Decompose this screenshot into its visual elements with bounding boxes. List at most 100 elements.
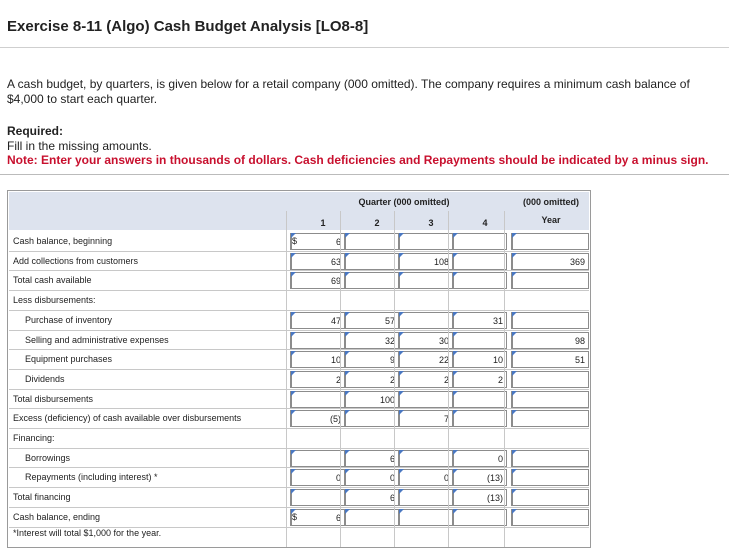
- row-divider: [9, 388, 589, 390]
- amount-cell: 0: [452, 449, 507, 467]
- amount-cell[interactable]: [344, 410, 399, 428]
- quarter-3-header: 3: [428, 218, 434, 228]
- amount-cell: 7: [398, 410, 453, 428]
- amount-cell[interactable]: [398, 449, 453, 467]
- amount-cell: 0: [290, 469, 345, 487]
- row-divider: [9, 447, 589, 449]
- amount-cell[interactable]: [344, 508, 399, 526]
- row-label: Selling and administrative expenses: [25, 334, 169, 345]
- amount-cell[interactable]: [344, 233, 399, 250]
- amount-cell[interactable]: [511, 311, 589, 329]
- row-divider: [9, 506, 589, 508]
- row-label: Cash balance, beginning: [13, 236, 113, 246]
- amount-cell: (5): [290, 410, 345, 428]
- amount-cell[interactable]: [511, 272, 589, 290]
- amount-cell[interactable]: [452, 252, 507, 270]
- amount-cell: 30: [398, 331, 453, 349]
- amount-cell: 9: [344, 351, 399, 369]
- amount-cell[interactable]: [398, 233, 453, 250]
- amount-cell[interactable]: [290, 331, 345, 349]
- amount-cell: 69: [290, 272, 345, 290]
- amount-cell[interactable]: [398, 390, 453, 408]
- amount-cell[interactable]: [511, 370, 589, 388]
- amount-cell[interactable]: [452, 272, 507, 290]
- row-divider: [9, 487, 589, 489]
- amount-cell: 63: [290, 252, 345, 270]
- row-label: Equipment purchases: [25, 354, 113, 365]
- amount-cell: 10: [290, 351, 345, 369]
- amount-cell: 2: [452, 370, 507, 388]
- column-divider: [504, 211, 505, 547]
- row-divider: [9, 428, 589, 429]
- row-label: Total cash available: [13, 275, 92, 286]
- amount-cell[interactable]: [398, 311, 453, 329]
- amount-cell[interactable]: [452, 233, 507, 250]
- amount-cell[interactable]: [290, 449, 345, 467]
- amount-cell[interactable]: [452, 508, 507, 526]
- year-header: Year: [541, 215, 561, 225]
- amount-cell[interactable]: [511, 390, 589, 408]
- amount-cell: 31: [452, 311, 507, 329]
- row-label: Total financing: [13, 492, 71, 503]
- amount-cell: 47: [290, 311, 345, 329]
- amount-cell[interactable]: [452, 410, 507, 428]
- row-divider: [9, 349, 589, 351]
- amount-cell[interactable]: [398, 508, 453, 526]
- quarter-1-header: 1: [320, 218, 326, 228]
- row-label: Financing:: [13, 433, 55, 443]
- amount-cell[interactable]: [344, 252, 399, 270]
- row-divider: [9, 329, 589, 331]
- column-divider: [286, 211, 287, 547]
- row-divider: [9, 408, 589, 410]
- amount-cell[interactable]: [290, 390, 345, 408]
- amount-cell: (13): [452, 489, 507, 507]
- amount-cell: 6: [290, 508, 345, 526]
- quarter-4-header: 4: [482, 218, 488, 228]
- amount-cell[interactable]: [398, 489, 453, 507]
- amount-cell[interactable]: [452, 390, 507, 408]
- row-label: Add collections from customers: [13, 255, 139, 266]
- amount-cell[interactable]: [511, 449, 589, 467]
- row-divider: [9, 526, 589, 528]
- amount-cell[interactable]: [511, 233, 589, 250]
- instruction-note: Note: Enter your answers in thousands of…: [7, 153, 709, 167]
- table-footnote: *Interest will total $1,000 for the year…: [13, 528, 162, 538]
- row-divider: [9, 250, 589, 252]
- row-label: Dividends: [25, 373, 65, 384]
- amount-cell[interactable]: [511, 508, 589, 526]
- quarter-header: Quarter (000 omitted): [358, 197, 450, 207]
- required-heading: Required:: [7, 124, 64, 138]
- amount-cell: 2: [290, 370, 345, 388]
- currency-symbol: $: [292, 511, 298, 522]
- amount-cell[interactable]: [511, 410, 589, 428]
- amount-cell: 57: [344, 311, 399, 329]
- row-label: Borrowings: [25, 452, 71, 463]
- intro-text: A cash budget, by quarters, is given bel…: [7, 77, 690, 106]
- amount-cell: 108: [398, 252, 453, 270]
- amount-cell[interactable]: [398, 272, 453, 290]
- amount-cell: 22: [398, 351, 453, 369]
- amount-cell[interactable]: [511, 469, 589, 487]
- amount-cell: 369: [511, 252, 589, 270]
- amount-cell: 0: [344, 469, 399, 487]
- row-label: Repayments (including interest) *: [25, 472, 158, 483]
- row-label: Less disbursements:: [13, 295, 96, 306]
- column-divider: [448, 211, 449, 547]
- amount-cell[interactable]: [452, 331, 507, 349]
- amount-cell: 98: [511, 331, 589, 349]
- row-label: Excess (deficiency) of cash available ov…: [13, 413, 242, 424]
- year-header-top: (000 omitted): [522, 197, 579, 207]
- amount-cell[interactable]: [344, 272, 399, 290]
- amount-cell: 6: [344, 489, 399, 507]
- amount-cell: 51: [511, 351, 589, 369]
- amount-cell: 100: [344, 390, 399, 408]
- amount-cell: 0: [398, 469, 453, 487]
- column-divider: [340, 211, 341, 547]
- amount-cell[interactable]: [511, 489, 589, 507]
- row-divider: [9, 290, 589, 292]
- section-divider: [0, 174, 729, 175]
- row-divider: [9, 309, 589, 311]
- row-divider: [9, 270, 589, 272]
- row-label: Total disbursements: [13, 393, 94, 404]
- amount-cell[interactable]: [290, 489, 345, 507]
